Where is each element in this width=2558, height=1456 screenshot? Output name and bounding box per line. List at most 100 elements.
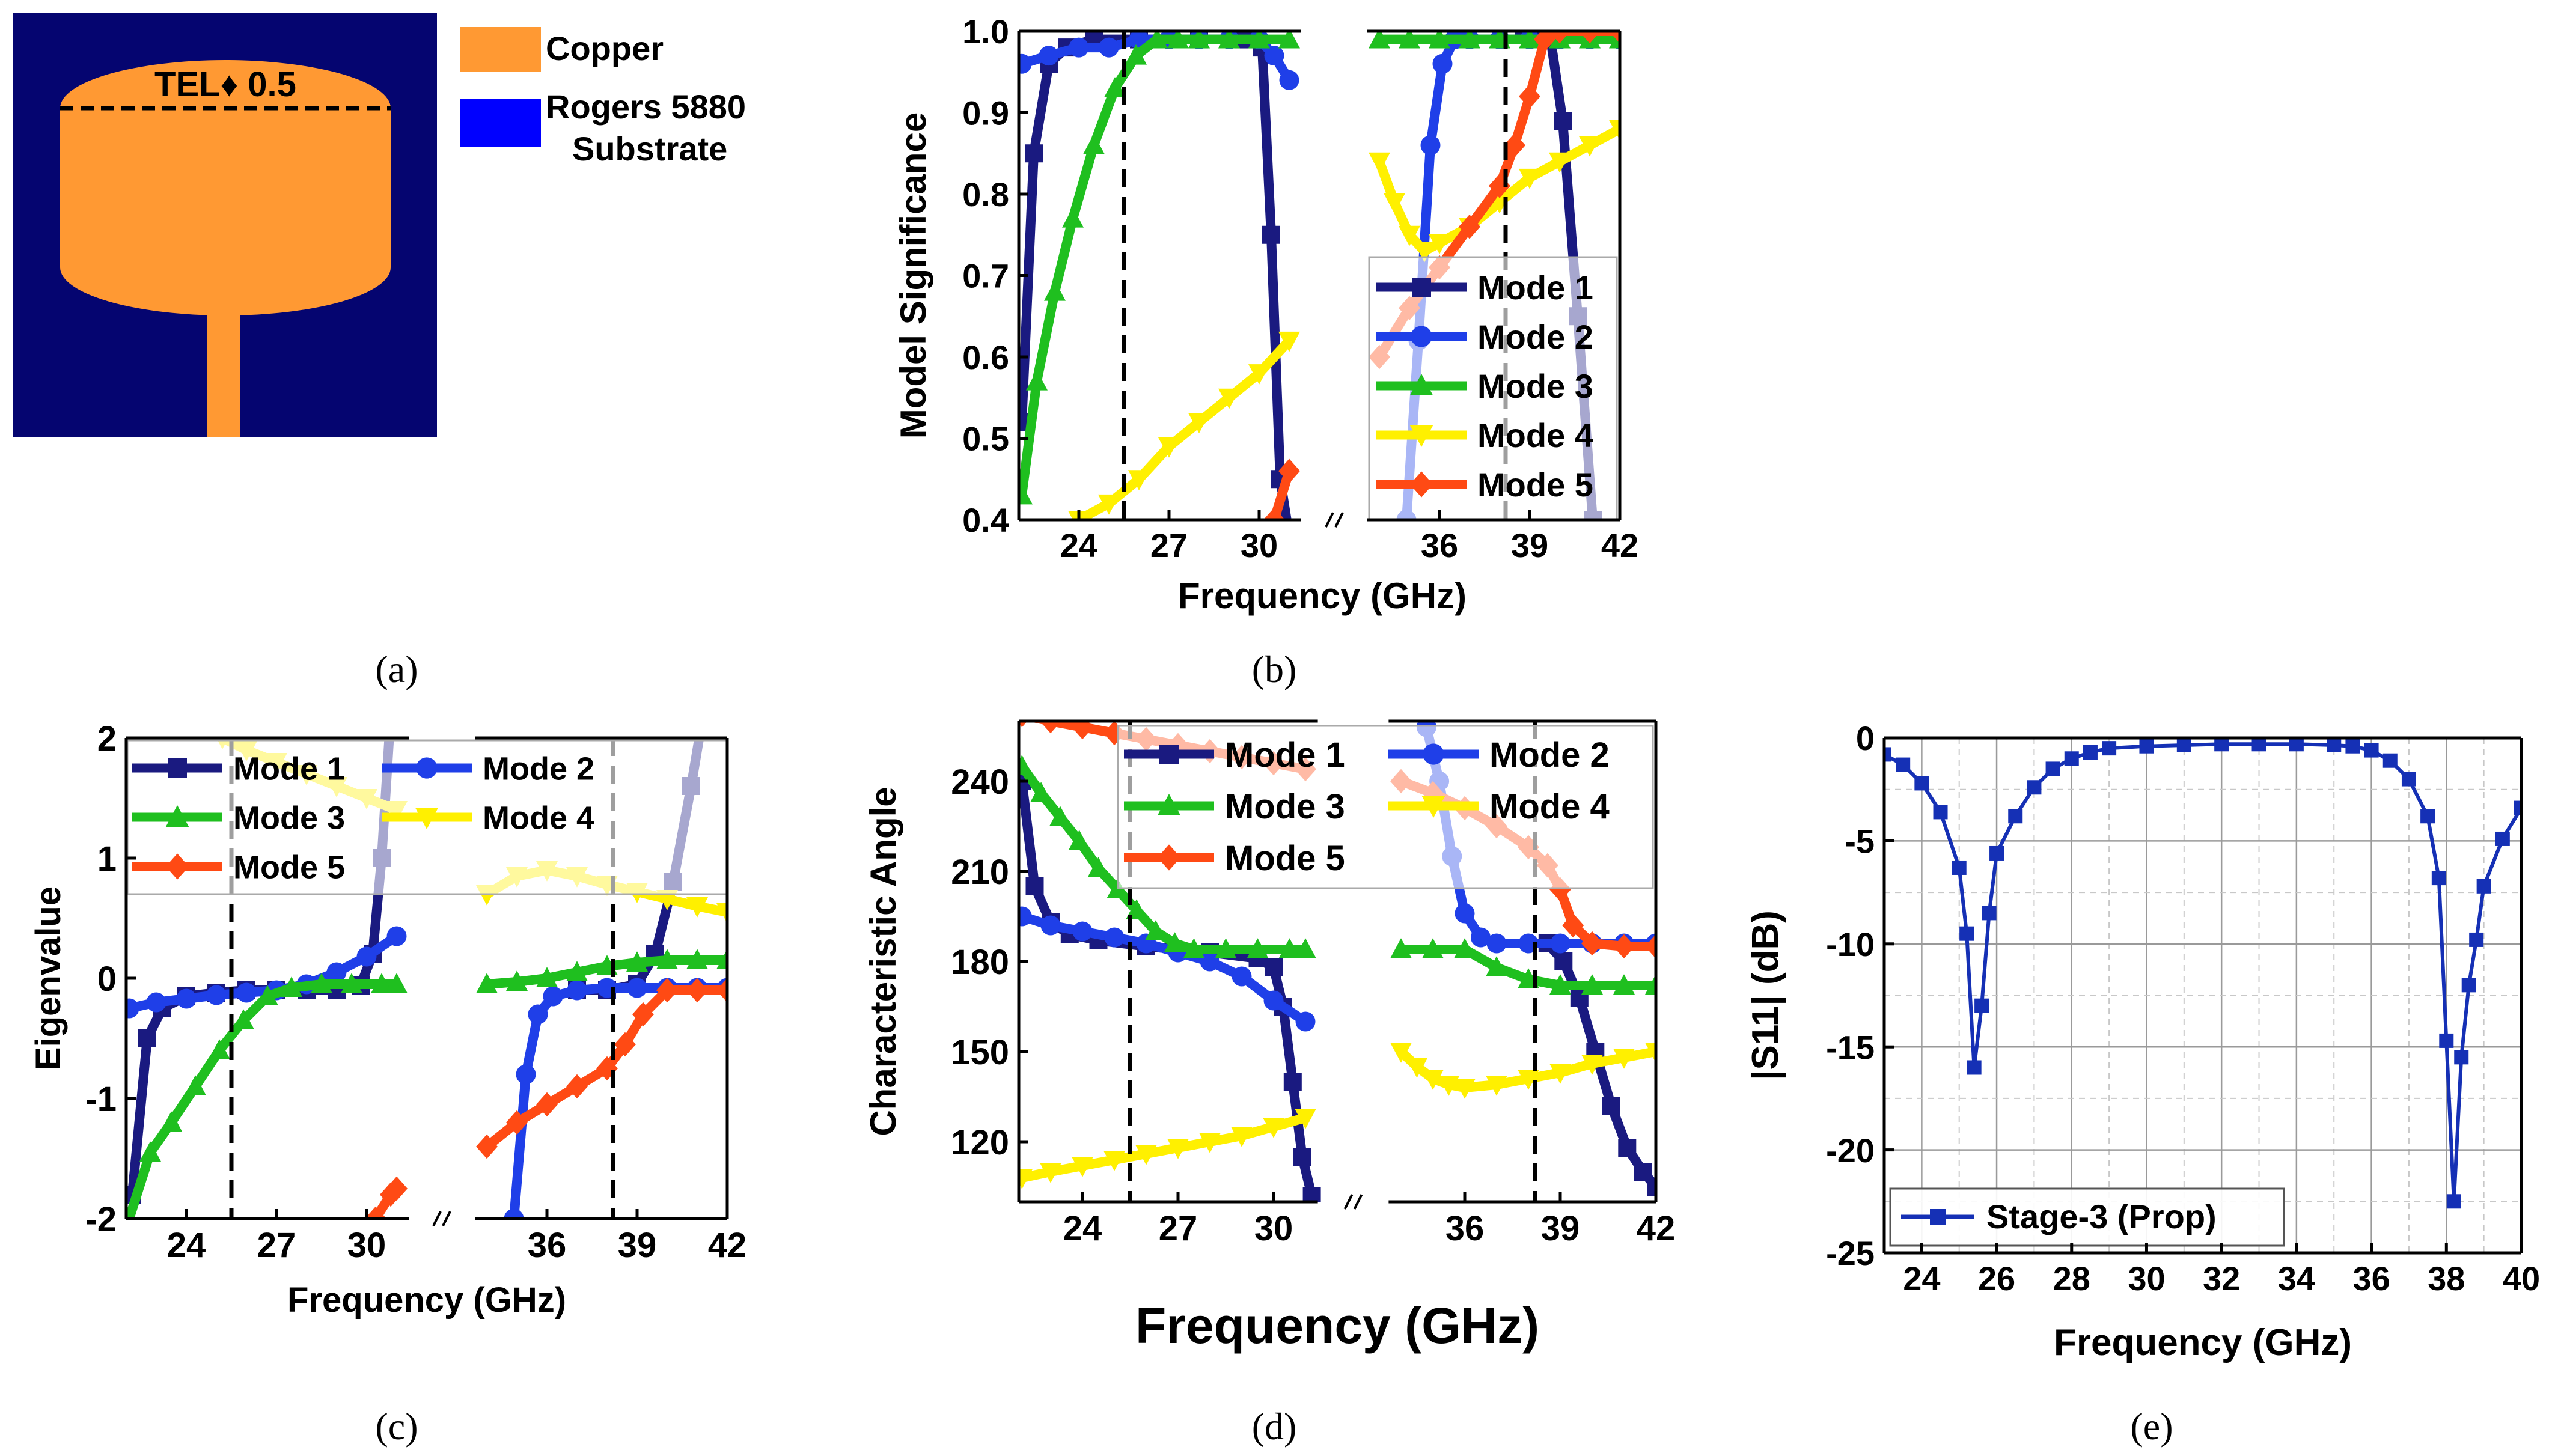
- y-tick-label: 0.4: [962, 501, 1009, 539]
- x-tick-label: 42: [1601, 526, 1638, 564]
- legend-label: Mode 5: [1225, 839, 1345, 878]
- data-point: [1454, 1079, 1476, 1099]
- data-point: [1025, 877, 1044, 895]
- data-point: [2495, 831, 2510, 846]
- data-point: [1104, 927, 1125, 948]
- x-tick-label: 38: [2428, 1260, 2465, 1297]
- chart-model-significance: Mode 1 Mode 2 Mode 3 Mode 4 Mode 5 24 27 30 36 39…: [893, 13, 1638, 616]
- data-point: [1019, 906, 1032, 927]
- axis-break-mark: [432, 1211, 442, 1226]
- caption-a: (a): [375, 648, 418, 690]
- data-point: [506, 970, 528, 991]
- y-tick-label: 240: [951, 763, 1009, 802]
- data-point: [2251, 739, 2266, 752]
- legend-label: Mode 3: [1477, 367, 1593, 405]
- data-point: [1200, 951, 1220, 972]
- y-tick-label: 0.8: [962, 175, 1009, 213]
- series-line-mode-4: [1019, 1113, 1310, 1183]
- x-tick-label: 28: [2053, 1260, 2090, 1297]
- data-point: [1199, 1133, 1221, 1153]
- legend-label: Mode 3: [1225, 787, 1345, 826]
- legend-label: Mode 2: [483, 751, 594, 787]
- data-point: [1519, 168, 1540, 189]
- x-tick-label: 34: [2278, 1260, 2315, 1297]
- data-point: [2083, 745, 2098, 760]
- data-point: [341, 973, 362, 993]
- data-point: [371, 973, 392, 993]
- data-point: [1040, 915, 1061, 936]
- data-point: [1049, 806, 1071, 826]
- data-point: [1581, 1055, 1603, 1075]
- data-point: [1390, 938, 1412, 958]
- data-point: [1232, 966, 1252, 987]
- data-point: [2364, 743, 2379, 758]
- data-point: [1459, 30, 1480, 49]
- series-line-mode-3: [126, 979, 401, 1220]
- data-point: [1422, 938, 1444, 958]
- data-point: [356, 946, 377, 967]
- series-line-mode-2: [126, 931, 401, 1013]
- data-point: [1146, 30, 1168, 49]
- data-point: [185, 1075, 206, 1095]
- data-point: [1550, 933, 1571, 954]
- legend-label: Mode 4: [1477, 416, 1593, 454]
- data-point: [1579, 136, 1601, 157]
- x-tick-label: 40: [2503, 1260, 2540, 1297]
- caption-d: (d): [1252, 1405, 1297, 1448]
- x-tick-label: 39: [618, 1226, 657, 1265]
- legend-label: Mode 5: [1477, 466, 1593, 504]
- data-point: [146, 992, 166, 1013]
- data-point: [1549, 30, 1571, 44]
- data-point: [2382, 753, 2398, 768]
- data-point: [1618, 1139, 1637, 1157]
- data-point: [1125, 44, 1147, 65]
- data-point: [2345, 739, 2360, 754]
- legend-label: Mode 1: [233, 751, 345, 787]
- tel-label: TEL♦ 0.5: [154, 65, 296, 104]
- y-tick-label: 0.9: [962, 94, 1009, 132]
- data-point: [1602, 1097, 1620, 1115]
- data-point: [1069, 37, 1089, 58]
- data-point: [2327, 739, 2342, 752]
- y-tick-label: 1.0: [962, 13, 1009, 50]
- y-tick-label: 1: [97, 839, 117, 879]
- data-point: [1280, 527, 1298, 545]
- legend-marker: [1930, 1209, 1946, 1225]
- data-point: [1019, 755, 1033, 775]
- x-tick-label: 39: [1511, 526, 1548, 564]
- y-axis-title: Eigenvalue: [29, 886, 68, 1070]
- data-point: [233, 1009, 254, 1029]
- data-point: [686, 978, 708, 1003]
- data-point: [1265, 958, 1283, 976]
- data-point: [1040, 721, 1061, 734]
- x-axis-title: Frequency (GHz): [1135, 1297, 1539, 1354]
- antenna-panel: TEL♦ 0.5: [13, 13, 437, 437]
- data-point: [2446, 1194, 2461, 1209]
- data-point: [1083, 133, 1105, 154]
- data-point: [1429, 234, 1450, 255]
- data-point: [1263, 990, 1284, 1011]
- data-point: [2289, 739, 2304, 752]
- x-tick-label: 32: [2203, 1260, 2240, 1297]
- data-point: [1982, 906, 1997, 921]
- data-point: [1432, 53, 1453, 74]
- legend-label: Mode 4: [483, 800, 594, 836]
- data-point: [386, 973, 408, 993]
- axis-break-mark: [1343, 1194, 1354, 1210]
- y-tick-label: 150: [951, 1033, 1009, 1072]
- data-point: [1486, 1076, 1507, 1096]
- legend-label: Stage-3 (Prop): [1986, 1198, 2217, 1235]
- data-point: [1420, 135, 1441, 156]
- y-tick-label: -25: [1826, 1234, 1875, 1272]
- data-point: [1613, 1049, 1635, 1069]
- y-axis-title: Model Significance: [893, 112, 933, 439]
- data-point: [1248, 364, 1270, 385]
- data-point: [1099, 37, 1119, 58]
- data-point: [1896, 757, 1911, 772]
- axes: [1017, 719, 1658, 1210]
- data-point: [1534, 30, 1555, 52]
- legend-marker: [415, 808, 439, 829]
- x-tick-label: 30: [1241, 526, 1278, 564]
- data-point: [2176, 739, 2191, 752]
- series-line-mode-5: [482, 985, 727, 1151]
